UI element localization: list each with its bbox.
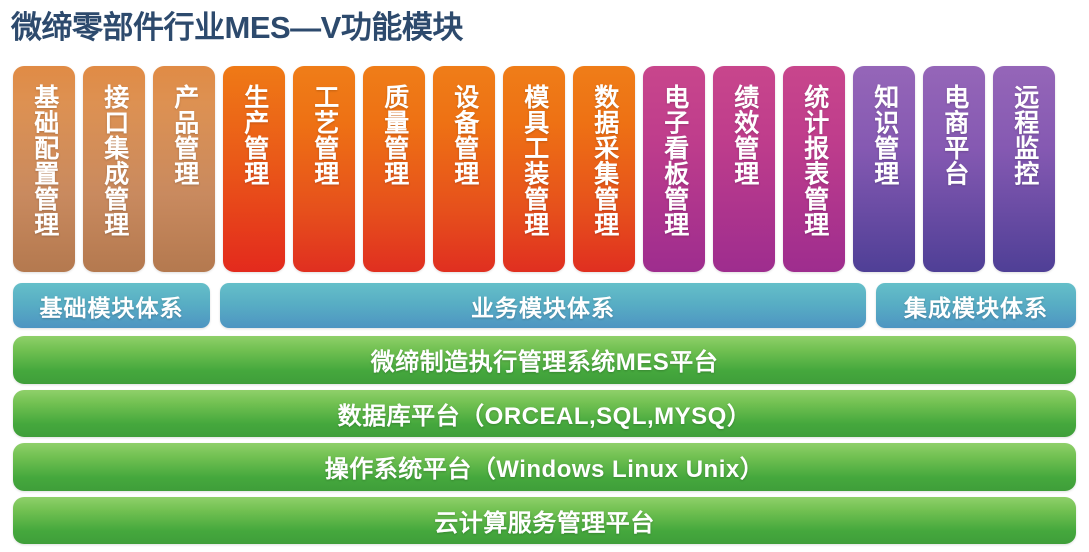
module-column-label: 设备管理 [450,84,479,186]
platform-bar[interactable]: 微缔制造执行管理系统MES平台 [13,336,1076,384]
module-system-band[interactable]: 业务模块体系 [220,283,866,328]
module-system-band-row: 基础模块体系 业务模块体系 集成模块体系 [13,283,1076,328]
module-column-label: 电商平台 [940,84,969,186]
module-column-label: 产品管理 [170,84,199,186]
module-column-label: 绩效管理 [730,84,759,186]
module-column-label: 电子看板管理 [660,84,689,237]
module-column[interactable]: 远程监控 [993,66,1055,272]
module-column[interactable]: 电商平台 [923,66,985,272]
module-column[interactable]: 接口集成管理 [83,66,145,272]
module-column-label: 知识管理 [870,84,899,186]
module-column-label: 远程监控 [1010,84,1039,186]
module-column-row: 基础配置管理 接口集成管理 产品管理 生产管理 工艺管理 质量管理 设备管理 模具工装管理 数据… [13,66,1076,272]
module-column[interactable]: 基础配置管理 [13,66,75,272]
module-column[interactable]: 工艺管理 [293,66,355,272]
module-column[interactable]: 生产管理 [223,66,285,272]
module-column-label: 接口集成管理 [100,84,129,237]
module-system-band[interactable]: 基础模块体系 [13,283,210,328]
platform-bar[interactable]: 数据库平台（ORCEAL,SQL,MYSQ） [13,389,1076,437]
module-column-label: 工艺管理 [310,84,339,186]
module-column[interactable]: 数据采集管理 [573,66,635,272]
module-column[interactable]: 质量管理 [363,66,425,272]
module-column-label: 基础配置管理 [30,84,59,237]
page-title: 微缔零部件行业MES—V功能模块 [11,10,463,45]
module-column[interactable]: 模具工装管理 [503,66,565,272]
module-column-label: 数据采集管理 [590,84,619,237]
module-column[interactable]: 知识管理 [853,66,915,272]
module-column[interactable]: 统计报表管理 [783,66,845,272]
platform-bar[interactable]: 云计算服务管理平台 [13,496,1076,544]
module-column-label: 质量管理 [380,84,409,186]
module-column-label: 统计报表管理 [800,84,829,237]
module-column-label: 模具工装管理 [520,84,549,237]
module-column[interactable]: 设备管理 [433,66,495,272]
module-column[interactable]: 绩效管理 [713,66,775,272]
platform-bar[interactable]: 操作系统平台（Windows Linux Unix） [13,443,1076,491]
module-system-band[interactable]: 集成模块体系 [876,283,1076,328]
module-column[interactable]: 产品管理 [153,66,215,272]
module-column-label: 生产管理 [240,84,269,186]
module-column[interactable]: 电子看板管理 [643,66,705,272]
platform-stack: 微缔制造执行管理系统MES平台 数据库平台（ORCEAL,SQL,MYSQ） 操作系… [13,336,1076,544]
